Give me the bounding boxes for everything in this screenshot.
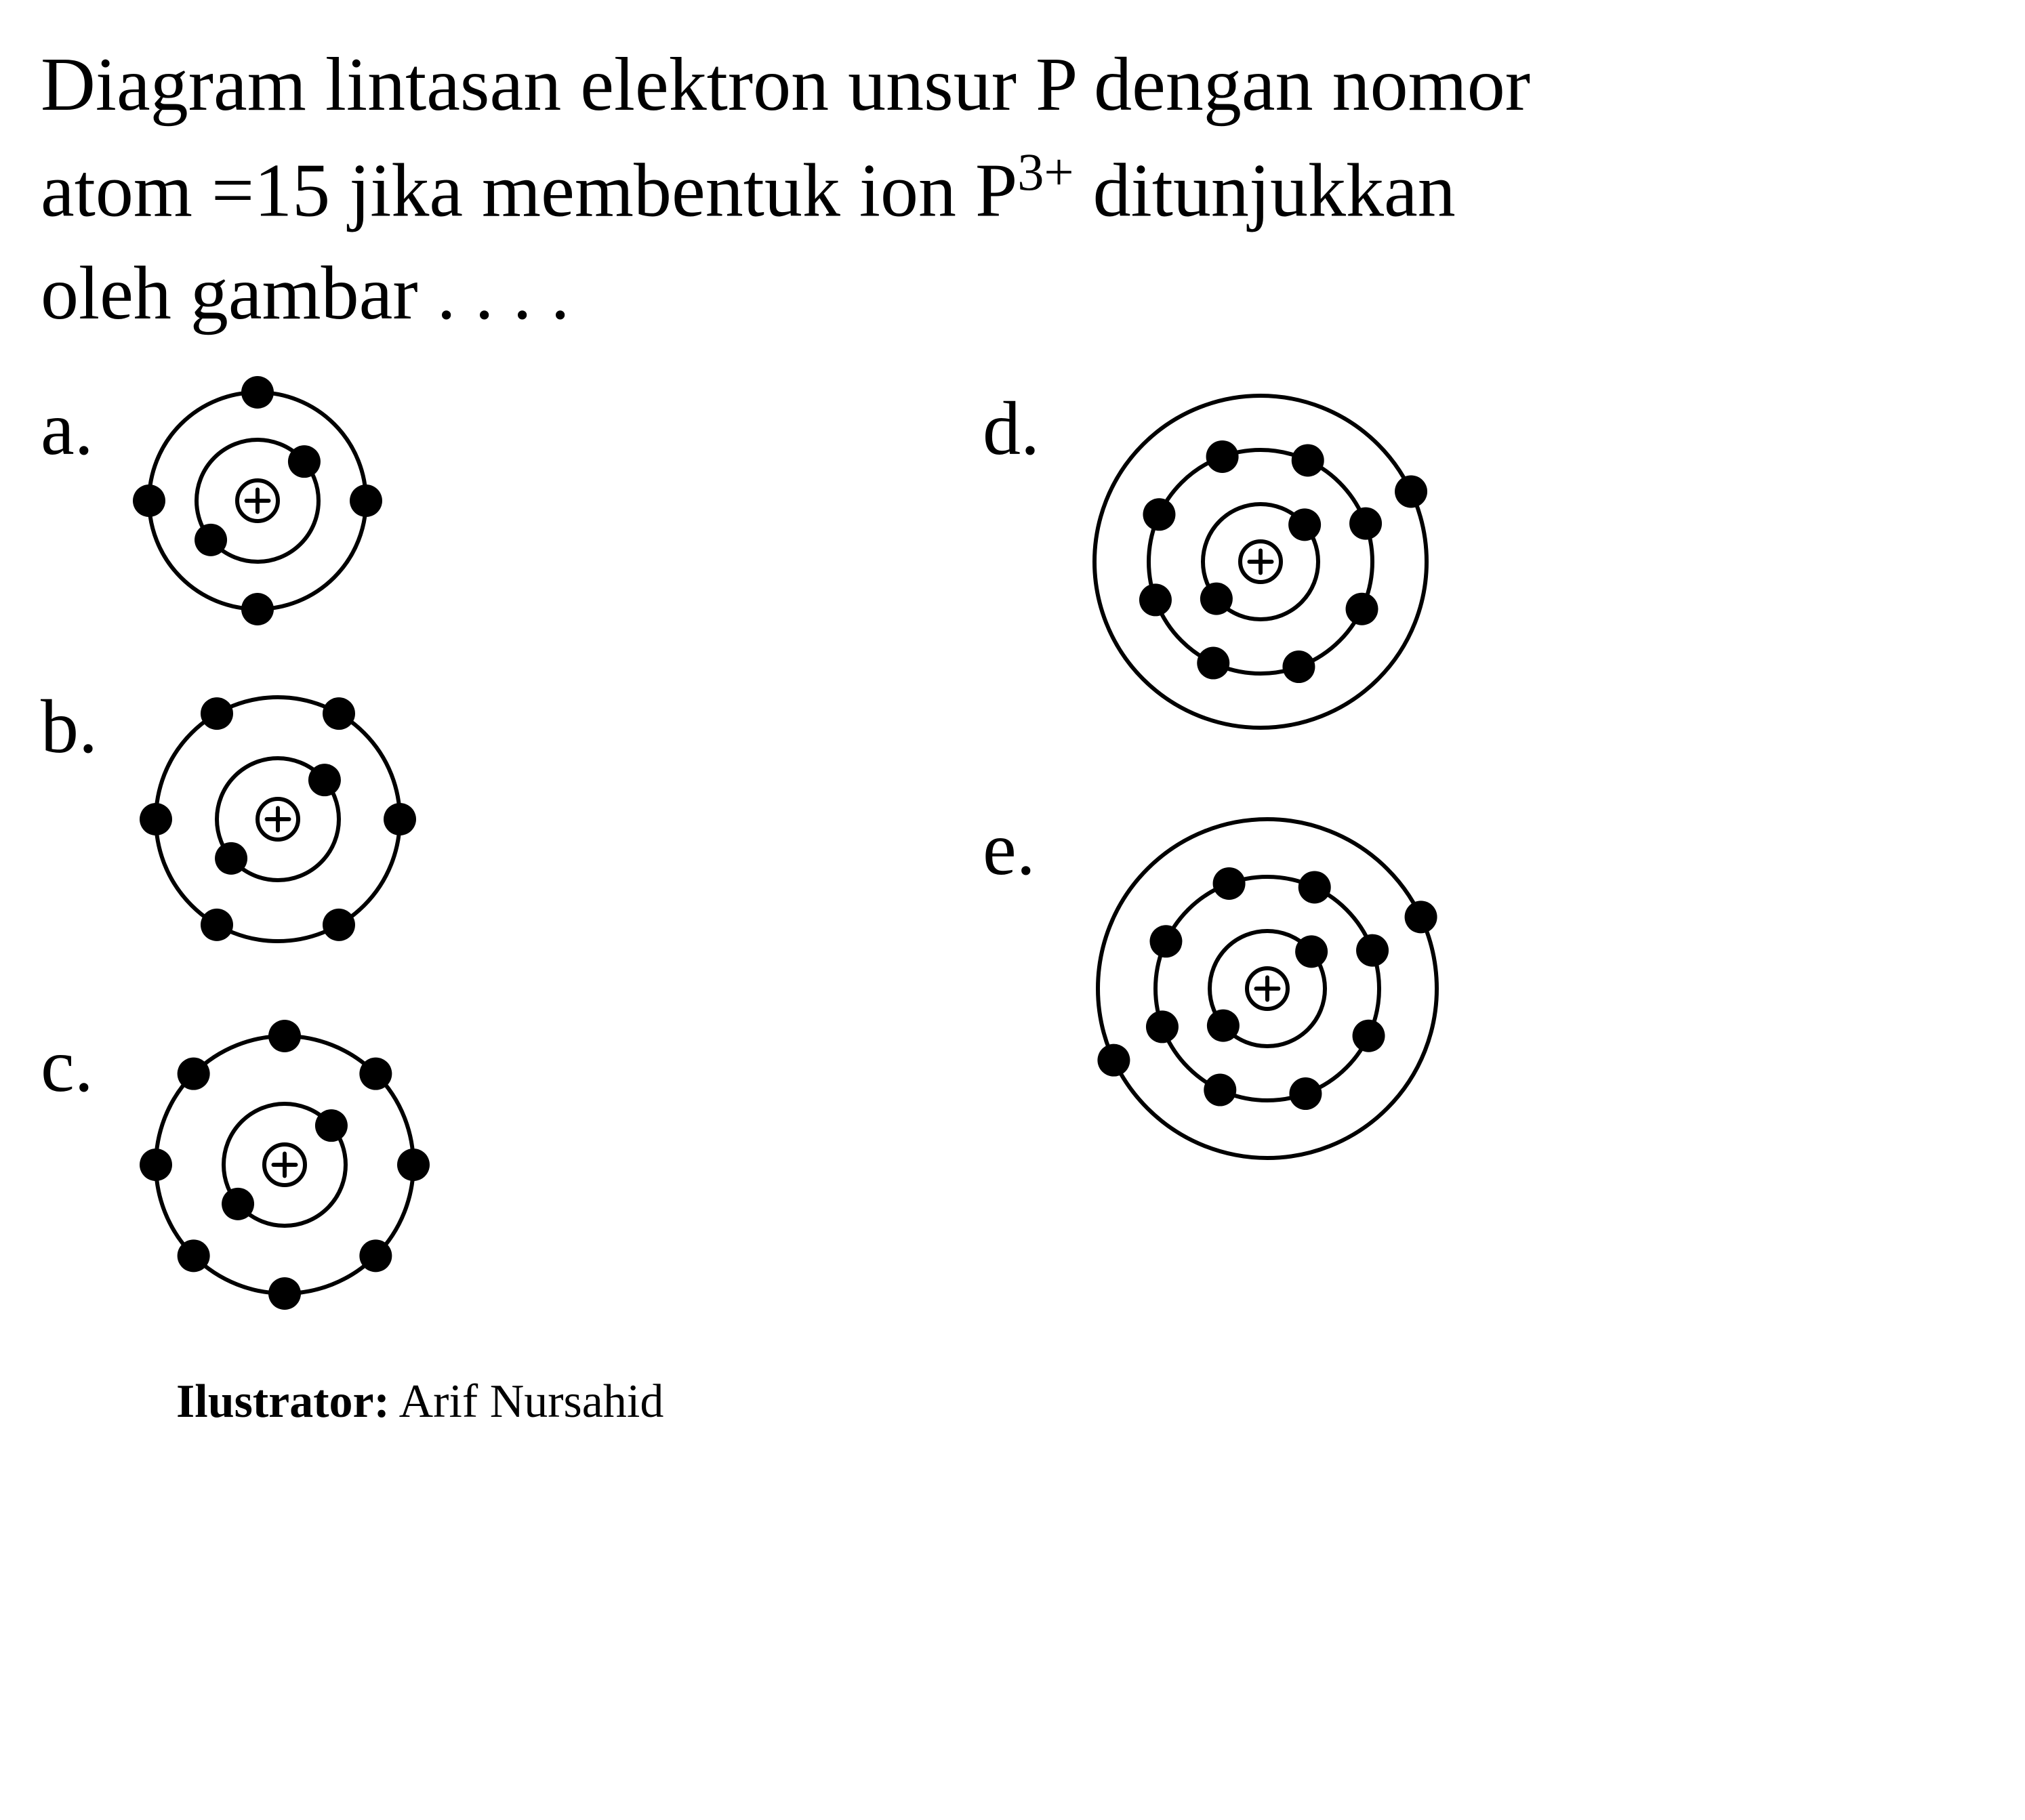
illustrator-name: Arif Nursahid [390, 1376, 663, 1428]
option-b-label: b. [41, 670, 129, 771]
left-column: a. b. c. [41, 372, 441, 1361]
option-c: c. [41, 1009, 441, 1321]
atom-diagram-e [1071, 792, 1464, 1185]
atom-diagram-a [129, 372, 386, 629]
right-column: d. e. [983, 372, 1464, 1361]
atom-diagram-c [129, 1009, 441, 1321]
option-e: e. [983, 792, 1464, 1185]
question-text: Diagram lintasan elektron unsur P dengan… [41, 34, 1984, 345]
question-line1: Diagram lintasan elektron unsur P dengan… [41, 34, 1984, 136]
question-line2: atom =15 jika membentuk ion P3+ ditunjuk… [41, 136, 1984, 243]
illustrator-label: Ilustrator: [176, 1376, 390, 1428]
atom-diagram-d [1071, 372, 1450, 751]
option-a-label: a. [41, 372, 129, 473]
option-d: d. [983, 372, 1464, 751]
options-container: a. b. c. d. e. [41, 372, 1984, 1361]
option-d-label: d. [983, 372, 1071, 473]
option-c-label: c. [41, 1009, 129, 1110]
question-line3: oleh gambar . . . . [41, 243, 1984, 345]
option-a: a. [41, 372, 441, 629]
illustrator-credit: Ilustrator: Arif Nursahid [176, 1375, 1984, 1429]
option-e-label: e. [983, 792, 1071, 893]
atom-diagram-b [129, 670, 427, 968]
option-b: b. [41, 670, 441, 968]
